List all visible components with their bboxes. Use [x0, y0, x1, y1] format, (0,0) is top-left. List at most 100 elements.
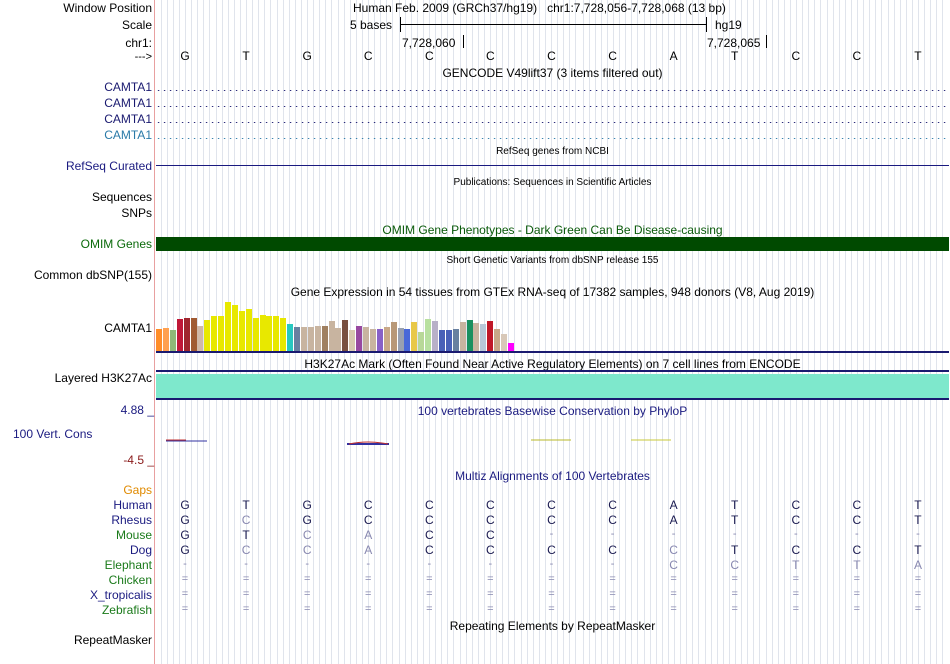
gtex-tissue-bar[interactable]	[494, 328, 501, 351]
dbsnp-track-label[interactable]: Common dbSNP(155)	[33, 268, 152, 282]
omim-track-label[interactable]: OMIM Genes	[80, 237, 152, 251]
species-label[interactable]: X_tropicalis	[89, 588, 152, 602]
gtex-tissue-bar[interactable]	[363, 326, 369, 351]
refseq-track-title[interactable]: RefSeq genes from NCBI	[496, 146, 609, 157]
gtex-tissue-bar[interactable]	[280, 318, 287, 351]
gtex-tissue-bar[interactable]	[245, 309, 252, 351]
gtex-tissue-bar[interactable]	[162, 327, 169, 351]
gtex-tissue-bar[interactable]	[328, 321, 335, 351]
grid-line	[307, 0, 308, 664]
gtex-tissue-bar[interactable]	[411, 322, 418, 351]
gencode-transcript-feature[interactable]	[156, 133, 949, 139]
gtex-tissue-bar[interactable]	[487, 321, 494, 351]
gencode-transcript-label[interactable]: CAMTA1	[104, 128, 152, 142]
h3k27ac-track-title[interactable]: H3K27Ac Mark (Often Found Near Active Re…	[304, 357, 801, 371]
gtex-tissue-bar[interactable]	[321, 325, 328, 351]
repeatmasker-track-title[interactable]: Repeating Elements by RepeatMasker	[449, 619, 656, 633]
gtex-tissue-bar[interactable]	[176, 319, 183, 351]
species-label[interactable]: Zebrafish	[101, 603, 152, 617]
gtex-tissue-bar[interactable]	[314, 325, 321, 351]
gtex-tissue-bar[interactable]	[356, 325, 363, 351]
species-label[interactable]: Rhesus	[111, 513, 152, 527]
gtex-tissue-bar[interactable]	[452, 328, 459, 351]
gencode-transcript-label[interactable]: CAMTA1	[104, 112, 152, 126]
species-label[interactable]: Human	[113, 498, 152, 512]
gtex-tissue-bar[interactable]	[397, 327, 404, 351]
conservation-signal[interactable]	[156, 434, 950, 450]
position-text[interactable]: Human Feb. 2009 (GRCh37/hg19) chr1:7,728…	[353, 1, 726, 15]
gtex-tissue-bar[interactable]	[376, 328, 383, 351]
gtex-tissue-bar[interactable]	[273, 316, 280, 351]
alignment-base: =	[609, 603, 616, 615]
omim-track-title[interactable]: OMIM Gene Phenotypes - Dark Green Can Be…	[382, 223, 723, 237]
gtex-track-title[interactable]: Gene Expression in 54 tissues from GTEx …	[290, 285, 815, 299]
dbsnp-track-title[interactable]: Short Genetic Variants from dbSNP releas…	[446, 255, 659, 266]
gencode-track-title[interactable]: GENCODE V49lift37 (3 items filtered out)	[442, 66, 663, 80]
snps-track-label[interactable]: SNPs	[121, 206, 152, 220]
gtex-tissue-bar[interactable]	[369, 328, 376, 351]
species-label[interactable]: Chicken	[108, 573, 152, 587]
conservation-track-label[interactable]: 100 Vert. Cons	[13, 427, 93, 441]
gtex-tissue-bar[interactable]	[507, 342, 514, 351]
gtex-tissue-bar[interactable]	[211, 316, 218, 351]
gtex-tissue-bar[interactable]	[287, 324, 294, 351]
gtex-tissue-bar[interactable]	[459, 322, 466, 351]
gencode-transcript-feature[interactable]	[156, 101, 949, 107]
conservation-track-title[interactable]: 100 vertebrates Basewise Conservation by…	[417, 404, 688, 418]
species-label[interactable]: Dog	[129, 543, 152, 557]
grid-line	[717, 0, 718, 664]
publications-track-title[interactable]: Publications: Sequences in Scientific Ar…	[453, 177, 652, 188]
gtex-tissue-bar[interactable]	[259, 315, 266, 351]
gtex-tissue-bar[interactable]	[252, 318, 259, 351]
alignment-base: C	[608, 543, 617, 557]
gtex-tissue-bar[interactable]	[156, 328, 162, 351]
gtex-tissue-bar[interactable]	[438, 329, 445, 351]
gtex-tissue-bar[interactable]	[169, 329, 176, 351]
gencode-transcript-feature[interactable]	[156, 117, 949, 123]
alignment-base: =	[548, 573, 555, 585]
omim-feature-bar[interactable]	[156, 237, 949, 251]
gtex-bar-chart[interactable]	[156, 300, 536, 351]
gtex-tissue-bar[interactable]	[390, 322, 397, 351]
refseq-track-label[interactable]: RefSeq Curated	[65, 159, 152, 173]
gtex-tissue-bar[interactable]	[197, 325, 204, 351]
gtex-tissue-bar[interactable]	[418, 331, 425, 351]
gencode-transcript-label[interactable]: CAMTA1	[104, 96, 152, 110]
alignment-base: =	[426, 573, 433, 585]
gtex-tissue-bar[interactable]	[218, 316, 225, 351]
gtex-tissue-bar[interactable]	[335, 327, 342, 351]
gtex-tissue-bar[interactable]	[432, 321, 438, 351]
gtex-tissue-bar[interactable]	[473, 323, 480, 351]
sequences-track-label[interactable]: Sequences	[91, 190, 152, 204]
gtex-tissue-bar[interactable]	[294, 326, 300, 351]
gtex-tissue-bar[interactable]	[231, 305, 238, 351]
gtex-tissue-bar[interactable]	[425, 319, 432, 351]
gtex-tissue-bar[interactable]	[307, 326, 314, 351]
gtex-tissue-bar[interactable]	[225, 302, 231, 351]
gencode-transcript-label[interactable]: CAMTA1	[104, 80, 152, 94]
gtex-tissue-bar[interactable]	[238, 311, 245, 351]
repeatmasker-track-label[interactable]: RepeatMasker	[73, 633, 152, 647]
gtex-tissue-bar[interactable]	[349, 329, 356, 351]
gtex-tissue-bar[interactable]	[480, 324, 487, 351]
h3k27ac-track-label[interactable]: Layered H3K27Ac	[54, 371, 152, 385]
gtex-tissue-bar[interactable]	[266, 316, 273, 351]
refseq-gene-line[interactable]	[156, 165, 949, 166]
species-label[interactable]: Mouse	[115, 528, 152, 542]
gtex-tissue-bar[interactable]	[204, 320, 211, 351]
gtex-tissue-bar[interactable]	[445, 329, 452, 351]
base-letter: T	[731, 49, 739, 63]
gtex-track-label[interactable]: CAMTA1	[104, 321, 152, 335]
species-label[interactable]: Elephant	[104, 558, 152, 572]
gtex-tissue-bar[interactable]	[342, 320, 349, 351]
gtex-tissue-bar[interactable]	[404, 328, 411, 351]
gtex-tissue-bar[interactable]	[183, 318, 190, 351]
gencode-transcript-feature[interactable]	[156, 85, 949, 91]
multiz-track-title[interactable]: Multiz Alignments of 100 Vertebrates	[455, 469, 650, 483]
gtex-tissue-bar[interactable]	[501, 333, 507, 351]
gtex-tissue-bar[interactable]	[466, 320, 473, 351]
gtex-tissue-bar[interactable]	[383, 326, 390, 351]
gtex-tissue-bar[interactable]	[300, 326, 307, 351]
gtex-tissue-bar[interactable]	[190, 318, 197, 351]
h3k27ac-signal[interactable]	[156, 374, 949, 398]
